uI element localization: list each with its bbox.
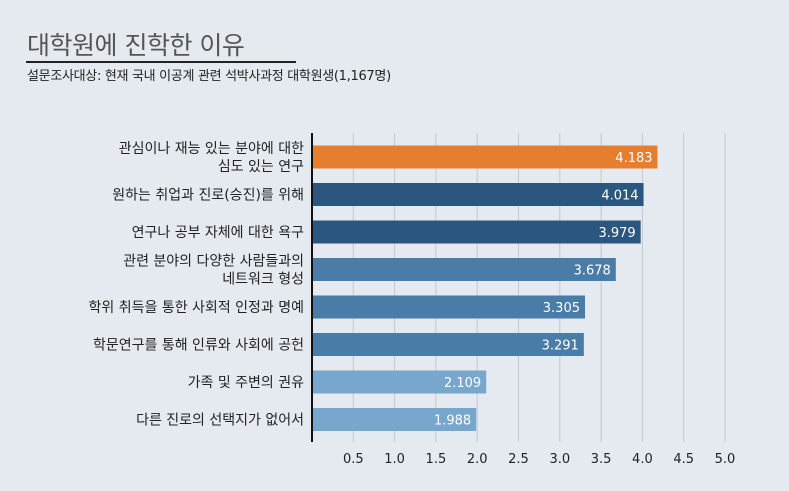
bar	[312, 408, 477, 431]
x-tick-label: 2.5	[508, 452, 529, 467]
category-label: 원하는 취업과 진로(승진)를 위해	[112, 188, 304, 204]
data-label: 3.291	[542, 339, 579, 354]
category-label: 다른 진로의 선택지가 없어서	[136, 413, 304, 429]
x-tick-label: 4.5	[673, 452, 694, 467]
data-label: 1.988	[434, 414, 471, 429]
data-label: 3.305	[543, 301, 580, 316]
bar	[312, 258, 616, 281]
data-label: 2.109	[444, 376, 481, 391]
data-label: 4.183	[615, 151, 652, 166]
bar	[312, 145, 658, 169]
chart-title: 대학원에 진학한 이유	[27, 31, 245, 60]
x-tick-label: 3.5	[591, 452, 612, 467]
data-label: 3.678	[574, 264, 611, 279]
category-label: 가족 및 주변의 권유	[188, 375, 305, 391]
category-label: 학문연구를 통해 인류와 사회에 공헌	[93, 338, 304, 354]
data-label: 3.979	[598, 226, 635, 241]
x-tick-label: 3.0	[549, 452, 570, 467]
bar	[312, 183, 644, 206]
category-label: 네트워크 형성	[222, 272, 304, 288]
category-label: 관련 분야의 다양한 사람들과의	[123, 254, 304, 270]
category-label: 연구나 공부 자체에 대한 욕구	[132, 225, 304, 241]
bar	[312, 370, 487, 394]
category-label: 심도 있는 연구	[218, 159, 304, 175]
title-underline	[26, 61, 296, 63]
x-tick-label: 1.0	[384, 452, 405, 467]
data-label: 4.014	[601, 189, 638, 204]
x-tick-label: 0.5	[343, 452, 364, 467]
bar	[312, 220, 641, 244]
x-tick-label: 4.0	[632, 452, 653, 467]
category-label: 관심이나 재능 있는 분야에 대한	[119, 141, 304, 157]
bar	[312, 295, 585, 319]
category-label: 학위 취득을 통한 사회적 인정과 명예	[89, 300, 304, 316]
x-tick-label: 2.0	[467, 452, 488, 467]
x-tick-label: 1.5	[426, 452, 447, 467]
bar	[312, 333, 584, 356]
x-tick-label: 5.0	[715, 452, 736, 467]
chart-subtitle: 설문조사대상: 현재 국내 이공계 관련 석박사과정 대학원생(1,167명)	[27, 69, 391, 84]
